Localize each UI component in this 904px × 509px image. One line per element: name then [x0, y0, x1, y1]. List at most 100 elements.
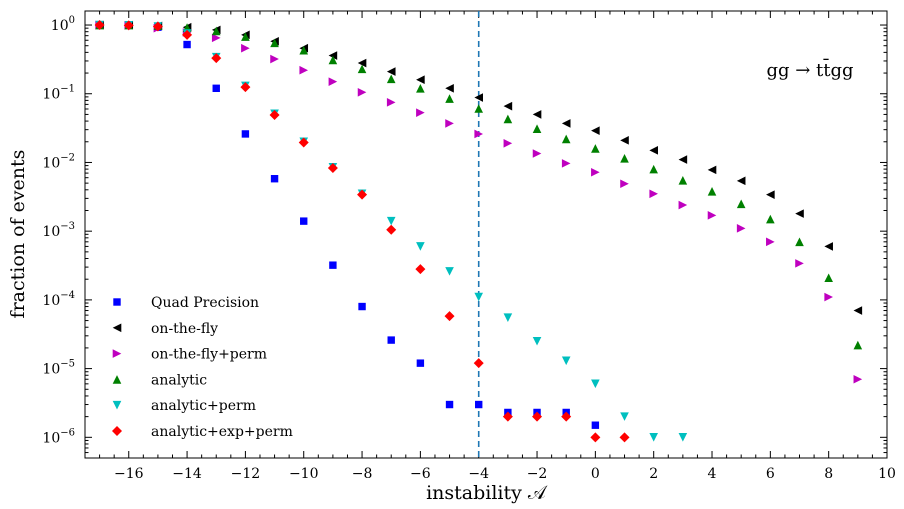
point-analytic	[532, 124, 542, 133]
axis-ticks: −16 −14 −12 −10 −8 −6 −4 −2 0 2 4 6 8 10 100 10−1 10−2 10…	[42, 11, 896, 482]
point-on-the-fly-perm	[620, 179, 629, 189]
point-on-the-fly	[591, 126, 600, 135]
point-analytic	[270, 38, 279, 48]
point-on-the-fly-perm	[445, 119, 454, 128]
point-on-the-fly	[445, 83, 454, 93]
legend-marker-on-the-fly-perm	[112, 349, 122, 358]
x-tick-label: −6	[410, 466, 431, 482]
point-on-the-fly-perm	[211, 33, 221, 43]
point-analytic-exp-perm	[532, 411, 543, 422]
y-tick-label: 10−4	[42, 290, 75, 309]
y-tick-label: 100	[51, 15, 75, 34]
point-quad-precision	[416, 359, 425, 367]
point-analytic-exp-perm	[240, 82, 251, 93]
point-analytic-exp-perm	[619, 432, 630, 443]
point-analytic	[561, 134, 571, 144]
point-quad-precision	[300, 217, 308, 225]
y-tick-label: 10−2	[42, 152, 75, 171]
legend-label-analytic-exp-perm: analytic+exp+perm	[151, 424, 293, 440]
x-tick-label: −10	[289, 466, 319, 482]
point-quad-precision	[329, 261, 337, 269]
point-quad-precision	[358, 302, 366, 311]
legend-marker-analytic	[112, 375, 122, 384]
point-analytic-exp-perm	[327, 163, 338, 174]
point-on-the-fly-perm	[416, 108, 425, 117]
point-on-the-fly	[649, 146, 658, 155]
x-tick-label: 10	[878, 466, 896, 482]
point-analytic-perm	[561, 356, 571, 366]
point-on-the-fly-perm	[386, 98, 396, 107]
point-on-the-fly-perm	[357, 87, 367, 97]
point-analytic	[386, 74, 396, 84]
point-analytic-perm	[591, 379, 600, 389]
point-on-the-fly	[736, 176, 746, 186]
point-on-the-fly-perm	[824, 292, 833, 302]
legend: Quad Precision on-the-fly on-the-fly+perm a…	[112, 295, 293, 440]
point-quad-precision	[183, 40, 191, 49]
point-analytic	[328, 55, 338, 65]
point-analytic-perm	[620, 412, 629, 421]
point-analytic-exp-perm	[590, 432, 601, 443]
legend-marker-quad-precision	[113, 298, 121, 306]
x-tick-label: −16	[114, 466, 144, 482]
legend-label-quad-precision: Quad Precision	[151, 295, 259, 311]
point-on-the-fly-perm	[532, 149, 542, 158]
point-analytic	[416, 83, 425, 93]
point-on-the-fly-perm	[270, 54, 279, 64]
point-on-the-fly	[416, 75, 425, 85]
data-marks	[94, 11, 863, 458]
point-analytic-perm	[416, 242, 425, 251]
point-on-the-fly-perm	[299, 65, 309, 75]
x-tick-label: 0	[591, 466, 600, 482]
point-on-the-fly	[678, 155, 688, 164]
point-analytic-exp-perm	[152, 21, 163, 32]
point-analytic	[357, 64, 367, 74]
point-on-the-fly	[357, 58, 367, 68]
point-analytic	[649, 164, 658, 174]
point-on-the-fly-perm	[707, 211, 717, 220]
point-on-the-fly-perm	[241, 43, 250, 53]
point-analytic	[766, 214, 775, 224]
point-analytic	[678, 175, 688, 185]
point-analytic-perm	[649, 433, 658, 442]
point-on-the-fly-perm	[853, 374, 863, 384]
legend-label-on-the-fly-perm: on-the-fly+perm	[151, 347, 267, 363]
x-axis-title: instability 𝒜	[426, 482, 548, 504]
point-on-the-fly-perm	[795, 259, 804, 268]
reaction-annotation: gg → tt̄gg	[766, 57, 853, 81]
point-analytic-exp-perm	[182, 29, 193, 40]
x-tick-label: −12	[231, 466, 261, 482]
y-tick-label: 10−3	[42, 221, 75, 240]
point-analytic	[211, 26, 221, 36]
point-quad-precision	[212, 84, 220, 92]
x-tick-label: 6	[766, 466, 775, 482]
point-analytic	[707, 187, 717, 196]
legend-marker-analytic-perm	[112, 400, 122, 410]
point-analytic-exp-perm	[94, 20, 105, 31]
point-on-the-fly-perm	[328, 77, 338, 86]
point-analytic-exp-perm	[123, 20, 134, 31]
point-analytic	[853, 340, 863, 350]
point-quad-precision	[591, 421, 600, 429]
point-on-the-fly	[386, 67, 396, 76]
point-analytic-exp-perm	[444, 311, 455, 322]
point-on-the-fly-perm	[678, 200, 688, 210]
point-quad-precision	[270, 175, 279, 183]
point-analytic-exp-perm	[298, 137, 309, 148]
point-on-the-fly	[474, 93, 484, 102]
point-analytic	[795, 237, 804, 247]
point-analytic-perm	[474, 292, 484, 302]
x-tick-label: −14	[172, 466, 202, 482]
point-on-the-fly	[532, 110, 542, 119]
point-analytic-exp-perm	[473, 358, 484, 369]
x-tick-label: 2	[649, 466, 658, 482]
y-tick-label: 10−6	[42, 427, 75, 446]
point-on-the-fly-perm	[591, 167, 600, 177]
point-analytic	[736, 199, 746, 209]
point-analytic	[824, 273, 833, 283]
point-analytic-exp-perm	[415, 264, 426, 275]
point-on-the-fly	[503, 101, 513, 111]
point-on-the-fly-perm	[649, 189, 658, 199]
point-analytic-perm	[532, 336, 542, 346]
point-analytic-exp-perm	[561, 411, 572, 422]
